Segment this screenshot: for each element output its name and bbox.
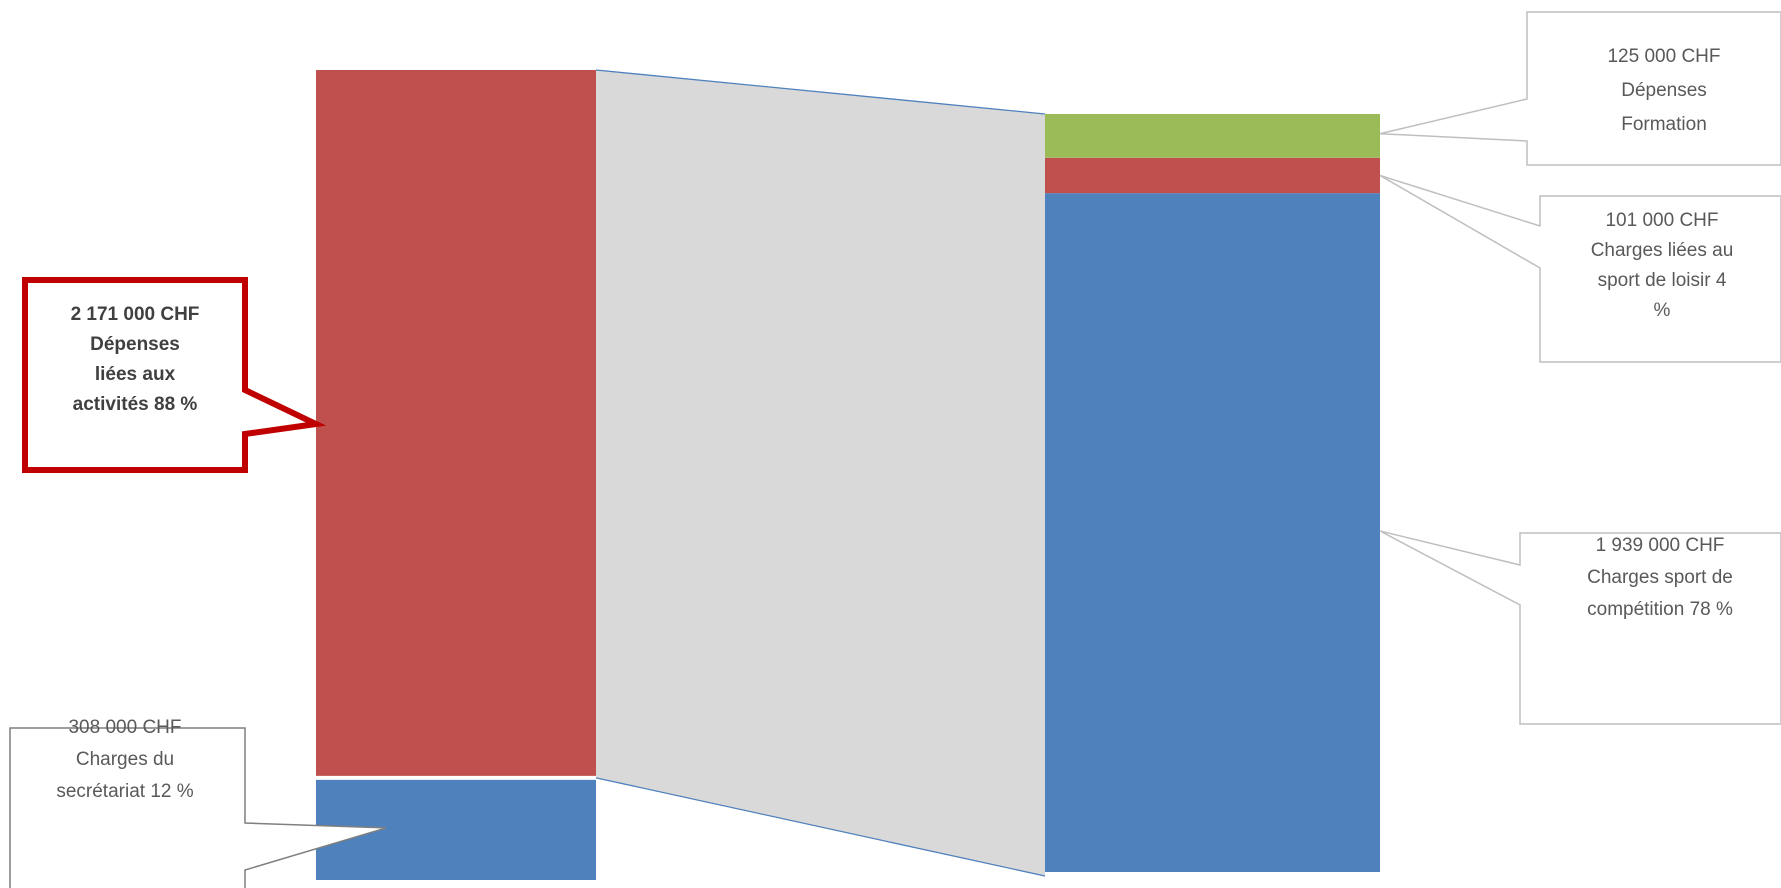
data-label-activites-line-1: 2 171 000 CHF <box>71 304 200 325</box>
bar-segment-loisir <box>1045 157 1380 194</box>
data-label-loisir-line-4: % <box>1654 300 1671 321</box>
data-label-loisir-line-3: sport de loisir 4 <box>1598 270 1727 291</box>
connector-area <box>596 70 1045 876</box>
connector-layer <box>595 69 1046 877</box>
connector-line-top <box>595 69 1046 115</box>
data-label-formation-line-3: Formation <box>1621 114 1707 135</box>
data-label-activites-line-2: Dépenses <box>90 334 180 355</box>
callout-secretariat <box>9 727 387 888</box>
data-label-competition-line-1: 1 939 000 CHF <box>1596 535 1725 556</box>
data-label-activites-line-4: activités 88 % <box>73 394 198 415</box>
data-label-secretariat-line-2: Charges du <box>76 749 174 770</box>
data-label-competition-line-2: Charges sport de <box>1587 567 1733 588</box>
data-label-activites-line-3: liées aux <box>95 364 176 385</box>
bar-segment-formation <box>1045 114 1380 158</box>
data-label-competition-line-3: compétition 78 % <box>1587 599 1733 620</box>
data-label-secretariat-line-3: secrétariat 12 % <box>56 781 193 802</box>
callout-loisir <box>1379 174 1781 363</box>
data-label-formation-line-2: Dépenses <box>1621 80 1707 101</box>
callout-competition <box>1379 530 1781 725</box>
bars-layer <box>316 70 1380 880</box>
callout-activites <box>22 277 327 473</box>
data-label-secretariat-line-1: 308 000 CHF <box>68 717 181 738</box>
bar-segment-competition <box>1045 193 1380 872</box>
callout-formation <box>1379 11 1781 166</box>
data-label-loisir-line-1: 101 000 CHF <box>1605 210 1718 231</box>
callouts-layer: 125 000 CHF Dépenses Formation 101 000 CHF C… <box>9 11 1781 888</box>
data-label-formation-line-1: 125 000 CHF <box>1607 46 1720 67</box>
data-label-loisir-line-2: Charges liées au <box>1591 240 1734 261</box>
connector-line-bottom <box>595 777 1046 877</box>
bar-segment-activites <box>316 70 596 776</box>
